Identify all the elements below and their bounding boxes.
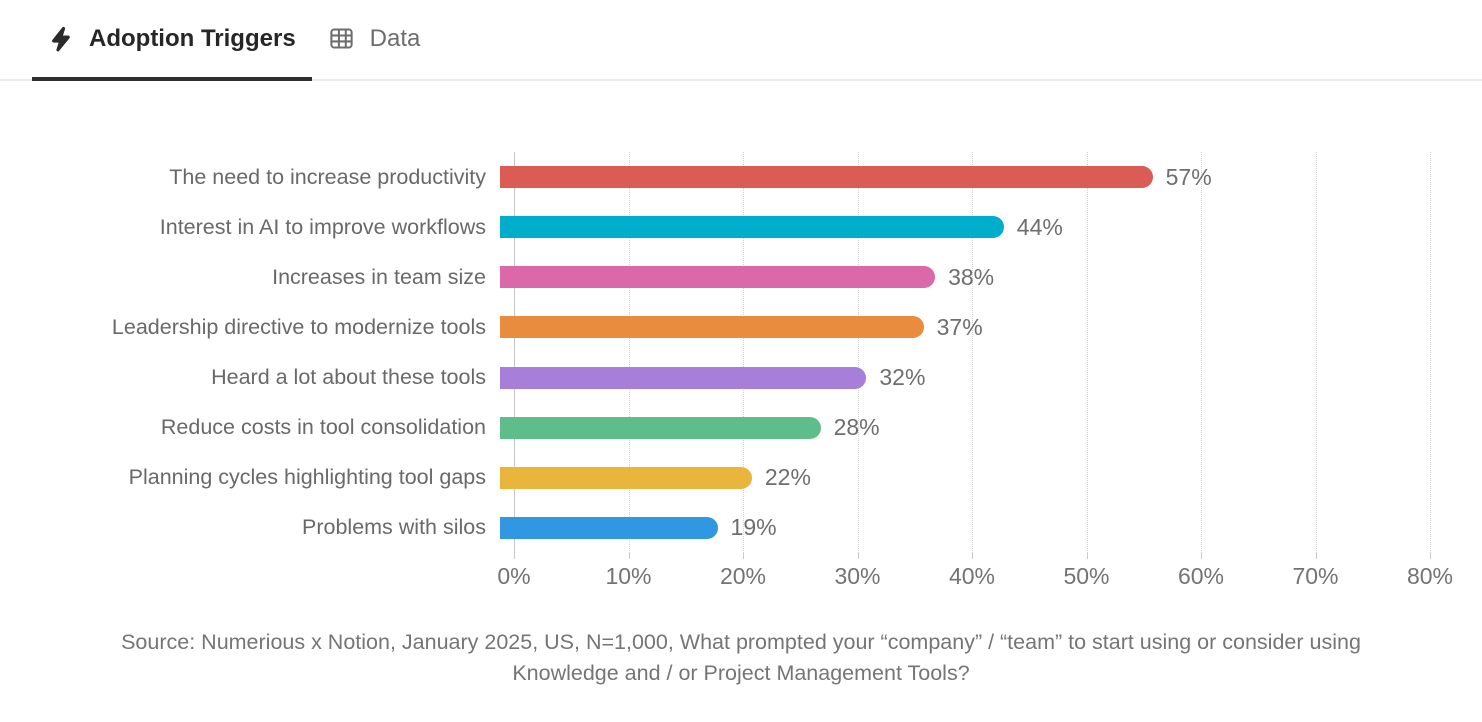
x-tick-label: 40%: [948, 563, 996, 589]
x-tick-label: 10%: [605, 563, 652, 589]
bar-row: Reduce costs in tool consolidation 28%: [0, 403, 1482, 453]
bar: [500, 416, 821, 439]
bar-row: Increases in team size 38%: [0, 252, 1482, 302]
bar-zone: 22%: [500, 464, 1416, 491]
gridline: [628, 152, 630, 553]
value-label: 32%: [879, 364, 926, 391]
category-label: Planning cycles highlighting tool gaps: [128, 465, 486, 490]
source-caption: Source: Numerious x Notion, January 2025…: [121, 630, 1361, 685]
bar-row: Planning cycles highlighting tool gaps 22…: [0, 453, 1482, 503]
bar-zone: 44%: [500, 214, 1416, 241]
bar-row: Interest in AI to improve workflows 44%: [0, 202, 1482, 252]
tick-mark: [1086, 553, 1088, 559]
bar: [500, 216, 1004, 239]
x-tick-label: 70%: [1292, 563, 1339, 589]
y-axis-line: [514, 152, 515, 553]
tab-data[interactable]: Data: [312, 0, 437, 81]
tab-label: Adoption Triggers: [89, 24, 296, 52]
bar: [500, 516, 718, 539]
gridline: [1086, 152, 1088, 553]
bar-row: The need to increase productivity 57%: [0, 152, 1482, 202]
gridline: [857, 152, 859, 553]
bar-zone: 57%: [500, 164, 1416, 191]
bar-zone: 32%: [500, 364, 1416, 391]
bar-row: Heard a lot about these tools 32%: [0, 353, 1482, 403]
gridline: [972, 152, 973, 553]
bar-chart: The need to increase productivity 57% Inte…: [0, 152, 1482, 553]
tick-mark: [743, 553, 744, 559]
value-label: 37%: [936, 313, 983, 340]
tick-mark: [1201, 553, 1202, 559]
bar-row: Problems with silos 19%: [0, 503, 1482, 553]
value-label: 19%: [730, 514, 777, 541]
x-axis: 0% 10% 20% 30% 40% 50% 60% 70% 80%: [497, 563, 1453, 593]
category-label: Leadership directive to modernize tools: [111, 314, 486, 339]
category-label: The need to increase productivity: [169, 164, 486, 189]
bar: [500, 366, 867, 389]
x-tick-label: 80%: [1406, 563, 1454, 589]
gridline: [1315, 152, 1317, 553]
tab-bar: Adoption Triggers Data: [0, 0, 1482, 81]
category-label: Interest in AI to improve workflows: [159, 214, 486, 239]
bar: [500, 466, 752, 489]
x-tick-label: 60%: [1177, 563, 1225, 589]
category-label: Heard a lot about these tools: [211, 365, 486, 390]
bar-row: Leadership directive to modernize tools 3…: [0, 302, 1482, 352]
bar: [500, 266, 936, 289]
lightning-bolt-icon: [48, 26, 74, 52]
tick-mark: [1430, 553, 1431, 559]
value-label: 22%: [764, 464, 811, 491]
bar-zone: 38%: [500, 264, 1416, 291]
plot-gridlines: [514, 152, 1431, 559]
value-label: 44%: [1016, 213, 1063, 240]
x-tick-label: 30%: [834, 563, 881, 589]
value-label: 57%: [1165, 163, 1212, 190]
gridline: [1430, 152, 1431, 553]
gridline: [1201, 152, 1202, 553]
x-tick-label: 0%: [497, 563, 531, 589]
bar-zone: 28%: [500, 414, 1416, 441]
category-label: Increases in team size: [272, 264, 486, 289]
value-label: 28%: [833, 414, 880, 441]
bar: [500, 166, 1153, 189]
tick-mark: [1315, 553, 1317, 559]
tick-mark: [857, 553, 859, 559]
bar-zone: 19%: [500, 514, 1416, 541]
gridline: [743, 152, 744, 553]
tick-mark: [514, 553, 515, 559]
tick-mark: [628, 553, 630, 559]
tab-adoption-triggers[interactable]: Adoption Triggers: [32, 0, 312, 81]
category-label: Reduce costs in tool consolidation: [160, 415, 486, 440]
bar: [500, 316, 924, 339]
bar-zone: 37%: [500, 314, 1416, 341]
table-icon: [328, 25, 355, 52]
tick-mark: [972, 553, 973, 559]
tab-label: Data: [369, 24, 421, 52]
x-tick-label: 50%: [1063, 563, 1110, 589]
category-label: Problems with silos: [302, 515, 486, 540]
x-tick-label: 20%: [719, 563, 767, 589]
value-label: 38%: [948, 263, 995, 290]
